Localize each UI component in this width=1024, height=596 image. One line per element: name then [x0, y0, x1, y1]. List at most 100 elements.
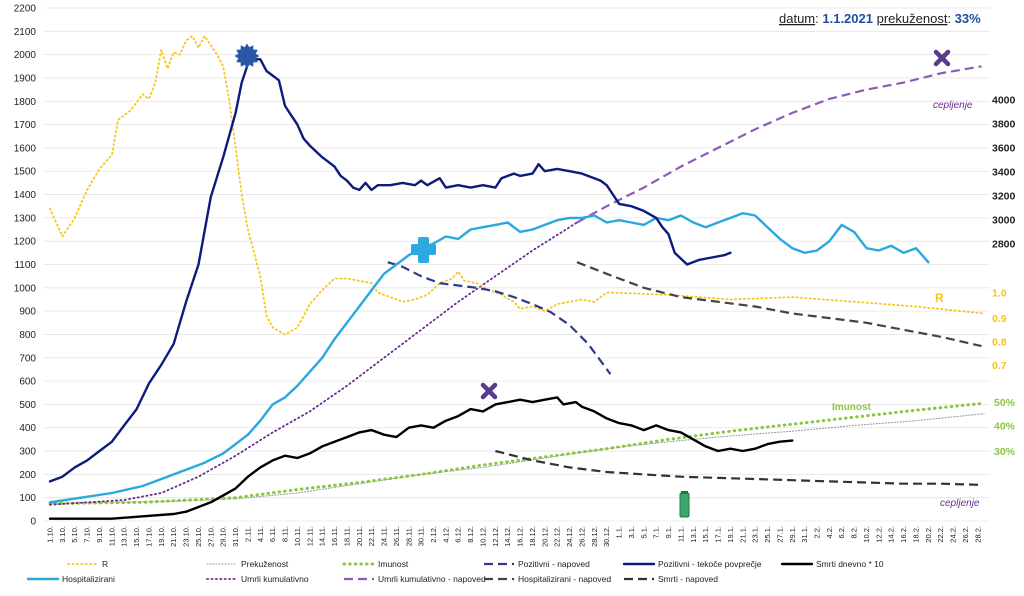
icons: [234, 43, 951, 518]
x-tick-label: 22.12.: [553, 526, 562, 547]
y-tick-label: 1700: [14, 120, 37, 131]
x-tick-label: 17.1.: [714, 526, 723, 543]
death-cross-icon-forecast: [933, 49, 951, 67]
x-tick-label: 27.10.: [206, 526, 215, 547]
legend-item-positive_forecast: Pozitivni - napoved: [484, 559, 590, 569]
x-tick-label: 6.11.: [268, 526, 277, 542]
x-tick-label: 26.2.: [961, 526, 970, 543]
y-tick-label: 2200: [14, 4, 37, 15]
x-tick-label: 12.2.: [874, 526, 883, 543]
legend-label: Imunost: [378, 559, 409, 569]
y-tick-label: 1600: [14, 143, 37, 154]
x-tick-label: 5.10.: [70, 526, 79, 543]
x-tick-label: 28.12.: [590, 526, 599, 547]
y-tick-label: 1000: [14, 283, 37, 294]
x-tick-label: 12.11.: [305, 526, 314, 546]
legend-label: Smrti - napoved: [658, 574, 718, 584]
x-tick-label: 1.1.: [615, 526, 624, 539]
legend-item-immunity: Imunost: [342, 559, 409, 569]
x-tick-label: 31.1.: [800, 526, 809, 543]
x-tick-label: 16.2.: [899, 526, 908, 543]
y-right-tick-deaths: 2800: [992, 239, 1016, 251]
y-right-tick-r: 1.0: [992, 287, 1007, 299]
x-tick-label: 18.12.: [528, 526, 537, 547]
series-line-hospital: [48, 212, 930, 504]
y-tick-label: 1100: [14, 260, 36, 271]
x-tick-label: 14.11.: [318, 526, 327, 546]
x-tick-label: 24.12.: [565, 526, 574, 547]
y-tick-label: 400: [19, 423, 36, 434]
x-tick-label: 20.12.: [540, 526, 549, 547]
x-tick-label: 6.12.: [454, 526, 463, 543]
series-line-deaths_daily: [48, 396, 794, 520]
legend-item-deaths_cum: Umrli kumulativno: [206, 574, 309, 584]
vaccine-icon: [679, 491, 690, 518]
x-tick-label: 7.1.: [652, 526, 661, 539]
x-tick-label: 26.12.: [577, 526, 586, 547]
x-tick-label: 1.10.: [46, 526, 55, 543]
x-tick-label: 4.11.: [256, 526, 265, 542]
date-value: 1.1.2021: [822, 11, 873, 26]
y-right-tick-deaths: 3000: [992, 214, 1016, 226]
y-tick-label: 1900: [14, 73, 37, 84]
y-tick-label: 700: [19, 353, 36, 364]
series-line-deaths_forecast: [495, 449, 982, 486]
y-tick-label: 800: [19, 330, 36, 341]
series-line-r: [49, 35, 985, 336]
series-line-deaths_cum: [49, 221, 578, 506]
x-tick-label: 19.10.: [157, 526, 166, 547]
x-tick-label: 16.12.: [516, 526, 525, 547]
x-tick-label: 10.11.: [293, 526, 302, 546]
x-tick-label: 30.12.: [602, 526, 611, 547]
header: datum: 1.1.2021 prekuženost: 33%: [779, 11, 981, 26]
x-tick-label: 22.2.: [936, 526, 945, 543]
x-tick-label: 3.10.: [58, 526, 67, 543]
x-tick-label: 21.10.: [169, 526, 178, 547]
y-tick-label: 1800: [14, 97, 37, 108]
legend-item-deaths_cum_forecast: Umrli kumulativno - napoved: [344, 574, 486, 584]
date-label: datum: [779, 11, 815, 26]
y-right-tick-immunity: 30%: [994, 446, 1016, 458]
x-tick-label: 10.12.: [478, 526, 487, 547]
hospital-cross-icon: [411, 237, 436, 263]
y-right-tick-r: 0.9: [992, 313, 1007, 325]
x-tick-label: 23.1.: [751, 526, 760, 543]
x-tick-label: 16.11.: [330, 526, 339, 546]
x-tick-label: 22.11.: [367, 526, 376, 546]
x-tick-label: 3.1.: [627, 526, 636, 539]
legend-item-exposure: Prekuženost: [206, 559, 289, 569]
x-ticks: 1.10. 3.10. 5.10. 7.10. 9.10. 11.10. 13.10. 15.…: [46, 526, 983, 547]
y-right-tick-deaths: 3800: [992, 118, 1016, 130]
x-tick-label: 11.10.: [107, 526, 116, 546]
y-tick-label: 900: [19, 307, 36, 318]
immunity-series-label: Imunost: [832, 402, 872, 413]
x-tick-label: 20.2.: [924, 526, 933, 543]
x-tick-label: 2.12.: [429, 526, 438, 543]
legend-item-r: R: [67, 559, 108, 569]
x-tick-label: 11.1.: [676, 526, 685, 542]
r-series-label: R: [935, 291, 944, 305]
x-tick-label: 15.1.: [701, 526, 710, 543]
y-left-ticks: 0 100 200 300 400 500 600 700 800 900 1000 1100 1200…: [14, 4, 37, 528]
y-tick-label: 2000: [14, 50, 37, 61]
x-tick-label: 2.11.: [243, 526, 252, 542]
x-tick-label: 4.12.: [441, 526, 450, 543]
y-right-tick-deaths: 3200: [992, 190, 1016, 202]
legend-item-hospital: Hospitalizirani: [26, 574, 115, 584]
x-tick-label: 10.2.: [862, 526, 871, 543]
virus-icon: [234, 43, 260, 69]
x-tick-label: 24.2.: [949, 526, 958, 543]
legend-label: Smrti dnevno * 10: [816, 559, 884, 569]
vaccination-label-deaths: cepljenje: [940, 498, 980, 509]
x-tick-label: 24.11.: [380, 526, 389, 546]
x-tick-label: 18.2.: [911, 526, 920, 543]
y-tick-label: 200: [19, 470, 36, 481]
y-right-tick-deaths: 4000: [992, 94, 1016, 106]
x-tick-label: 6.2.: [837, 526, 846, 539]
series-line-positive: [48, 58, 732, 483]
x-tick-label: 9.10.: [95, 526, 104, 543]
legend-item-positive: Pozitivni - tekoče povprečje: [622, 559, 762, 569]
y-tick-label: 1400: [14, 190, 37, 201]
exposure-value: 33%: [955, 11, 981, 26]
